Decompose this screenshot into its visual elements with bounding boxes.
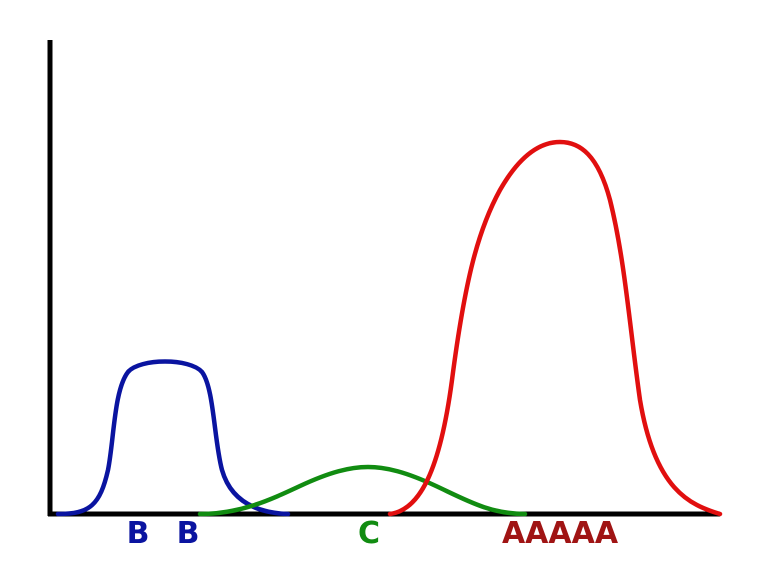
red-curve [387,139,723,517]
label-c: C [358,516,380,551]
label-b-right: B [177,516,200,551]
blue-curve [55,359,291,517]
green-curve [197,464,528,517]
label-aaaaa: AAAAA [502,516,619,551]
label-b-left: B [127,516,150,551]
